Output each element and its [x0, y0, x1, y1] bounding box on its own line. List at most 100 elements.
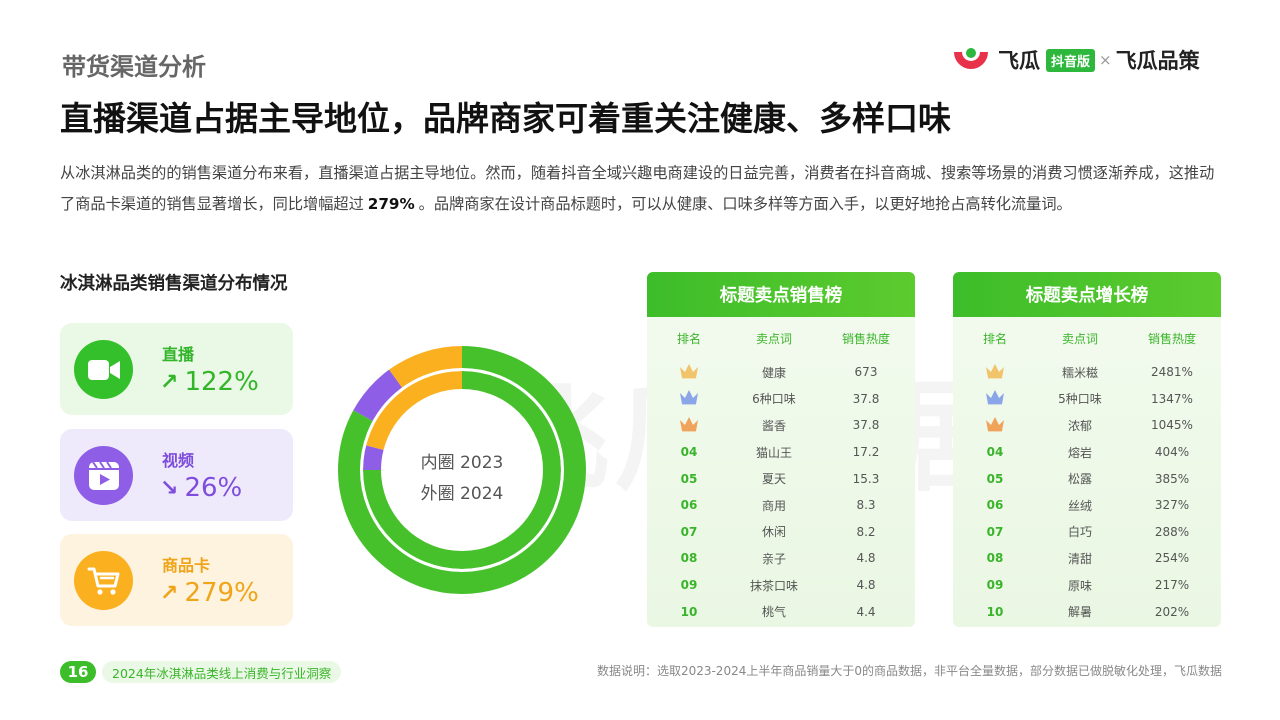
rank-value: 1045%	[1151, 418, 1193, 433]
channel-name: 商品卡	[162, 556, 211, 575]
rank-word: 浓郁	[1067, 418, 1092, 433]
logo-brand2: 飞瓜品策	[1115, 49, 1200, 73]
rank-number: 09	[680, 578, 698, 593]
outer-slice-1	[353, 369, 404, 423]
trend-up-icon: ↗	[160, 580, 179, 606]
rank-value: 8.3	[856, 498, 876, 513]
rank-row: 糯米糍 2481%	[953, 359, 1221, 386]
rank-number: 10	[680, 604, 698, 619]
rank-row: 04 熔岩 404%	[953, 439, 1221, 466]
rank-row: 08 清甜 254%	[953, 545, 1221, 572]
crown-icon	[647, 415, 731, 436]
channel-value: 122%	[184, 367, 259, 397]
rank-value: 1347%	[1151, 391, 1193, 406]
rank-number: 04	[986, 445, 1004, 460]
chart-title: 冰淇淋品类销售渠道分布情况	[60, 274, 288, 294]
rank-number: 04	[680, 445, 698, 460]
video-play-icon	[74, 446, 133, 505]
rank-row: 浓郁 1045%	[953, 412, 1221, 439]
brand-logo: 飞瓜 抖音版 × 飞瓜品策	[950, 44, 1200, 76]
rank-row: 07 休闲 8.2	[647, 519, 915, 546]
rank-word: 抹茶口味	[749, 578, 798, 593]
rank-row: 07 白巧 288%	[953, 519, 1221, 546]
channel-value: 26%	[184, 473, 243, 503]
rank-row: 健康 673	[647, 359, 915, 386]
crown-icon	[647, 388, 731, 409]
outer-ring-label: 外圈 2024	[420, 484, 504, 504]
trend-up-icon: ↗	[160, 369, 179, 395]
rank-word: 解暑	[1067, 605, 1092, 620]
feigua-logo-icon	[954, 48, 988, 69]
outer-slice-0	[338, 346, 586, 594]
rank-word: 夏天	[761, 472, 786, 487]
rank-word: 糯米糍	[1061, 365, 1098, 380]
rank-row: 05 松露 385%	[953, 465, 1221, 492]
rank-word: 5种口味	[1058, 392, 1102, 407]
sales-rank-panel: 标题卖点销售榜 排名 卖点词 销售热度 健康 673 6种口味 37.8 酱香 37.8 0…	[647, 272, 915, 627]
rank-number: 10	[986, 604, 1004, 619]
ring-separator	[360, 368, 564, 572]
channel-card-live: 直播 ↗ 122%	[60, 323, 293, 415]
rank-value: 4.4	[856, 604, 876, 619]
rank-word: 原味	[1067, 578, 1092, 593]
rank-value: 385%	[1154, 471, 1190, 486]
rank-word: 桃气	[761, 605, 786, 620]
rank-number: 08	[986, 551, 1004, 566]
growth-rank-list: 糯米糍 2481% 5种口味 1347% 浓郁 1045% 04 熔岩 404% 05 松露 385%…	[953, 359, 1221, 625]
growth-rank-panel: 标题卖点增长榜 排名 卖点词 销售热度 糯米糍 2481% 5种口味 1347% 浓郁 1…	[953, 272, 1221, 627]
rank-value: 4.8	[856, 551, 876, 566]
crown-icon	[953, 415, 1037, 436]
rank-value: 17.2	[852, 445, 880, 460]
shopping-cart-icon	[74, 551, 133, 610]
page-title: 直播渠道占据主导地位，品牌商家可着重关注健康、多样口味	[60, 99, 951, 138]
rank-row: 09 抹茶口味 4.8	[647, 572, 915, 599]
rank-word: 商用	[761, 498, 786, 513]
outer-slice-2	[389, 346, 463, 390]
section-label: 带货渠道分析	[62, 53, 206, 81]
rank-number: 09	[986, 578, 1004, 593]
data-note: 数据说明：选取2023-2024上半年商品销量大于0的商品数据，非平台全量数据，…	[596, 664, 1222, 678]
rank-row: 09 原味 217%	[953, 572, 1221, 599]
rank-value: 37.8	[852, 391, 880, 406]
rank-word: 白巧	[1067, 525, 1092, 540]
rank-word: 休闲	[761, 525, 786, 540]
col-heat: 销售热度	[841, 331, 890, 346]
rank-number: 05	[680, 471, 698, 486]
rank-value: 8.2	[856, 524, 876, 539]
inner-slice-0	[363, 371, 561, 569]
rank-value: 327%	[1154, 498, 1190, 513]
rank-row: 10 解暑 202%	[953, 598, 1221, 625]
rank-word: 健康	[761, 365, 786, 380]
crown-icon	[953, 362, 1037, 383]
rank-value: 673	[854, 365, 878, 380]
growth-rank-header: 排名 卖点词 销售热度	[953, 317, 1221, 359]
intro-paragraph: 从冰淇淋品类的的销售渠道分布来看，直播渠道占据主导地位。然而，随着抖音全域兴趣电…	[60, 158, 1222, 219]
logo-brand1: 飞瓜	[998, 49, 1040, 73]
channel-value: 279%	[184, 578, 259, 608]
rank-number: 07	[986, 524, 1004, 539]
growth-rank-title: 标题卖点增长榜	[953, 272, 1221, 317]
col-rank: 排名	[676, 331, 701, 346]
logo-separator: ×	[1099, 51, 1112, 69]
rank-word: 丝绒	[1067, 498, 1092, 513]
rank-row: 08 亲子 4.8	[647, 545, 915, 572]
inner-slice-1	[363, 445, 384, 471]
rank-word: 酱香	[761, 418, 786, 433]
sales-rank-title: 标题卖点销售榜	[647, 272, 915, 317]
rank-word: 6种口味	[752, 392, 796, 407]
rank-word: 猫山王	[755, 445, 792, 460]
rank-word: 熔岩	[1067, 445, 1092, 460]
intro-part1: 从冰淇淋品类的的销售渠道分布来看，直播渠道占据主导地位。然而，随着抖音全域兴趣电…	[60, 164, 1215, 213]
rank-row: 06 丝绒 327%	[953, 492, 1221, 519]
intro-highlight: 279%	[367, 194, 415, 213]
rank-value: 288%	[1154, 524, 1190, 539]
inner-slice-2	[366, 371, 463, 451]
logo-badge: 抖音版	[1046, 48, 1096, 72]
rank-row: 10 桃气 4.4	[647, 598, 915, 625]
rank-value: 254%	[1154, 551, 1190, 566]
channel-growth: ↘ 26%	[160, 473, 242, 503]
channel-growth: ↗ 279%	[160, 578, 259, 608]
rank-word: 亲子	[761, 551, 786, 566]
col-word: 卖点词	[1061, 331, 1098, 346]
intro-part2: 。品牌商家在设计商品标题时，可以从健康、口味多样等方面入手，以更好地抢占高转化流…	[418, 194, 1072, 213]
